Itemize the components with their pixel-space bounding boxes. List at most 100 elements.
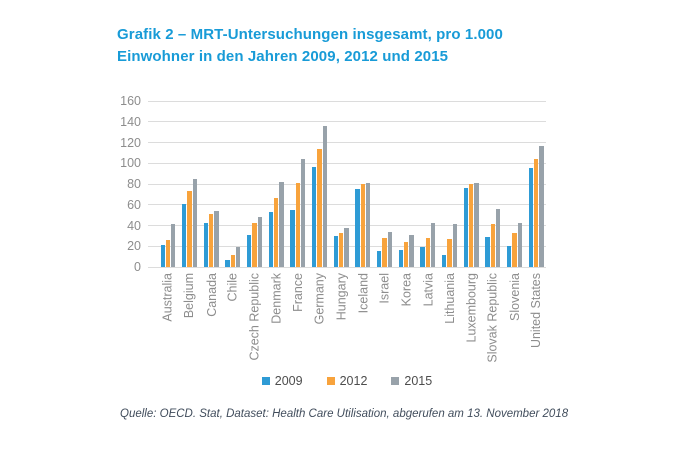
bar-2015-denmark bbox=[279, 181, 284, 267]
y-axis-tick-label-0: 0 bbox=[134, 260, 141, 274]
bar-group-chile bbox=[225, 247, 241, 267]
x-axis-label-czech-republic: Czech Republic bbox=[247, 273, 262, 361]
bar-2012-latvia bbox=[425, 237, 430, 267]
bar-2015-luxembourg bbox=[474, 182, 479, 267]
y-axis-tick-label-40: 40 bbox=[127, 218, 141, 233]
bar-2012-luxembourg bbox=[469, 184, 474, 267]
bar-group-denmark bbox=[268, 181, 284, 267]
bar-2015-lithuania bbox=[452, 224, 457, 267]
x-axis-label-germany: Germany bbox=[312, 273, 327, 325]
bar-2009-korea bbox=[398, 250, 404, 267]
bar-2015-israel bbox=[387, 231, 392, 267]
x-axis-label-luxembourg: Luxembourg bbox=[464, 273, 479, 343]
bar-group-united-states bbox=[528, 145, 544, 267]
bar-2009-united-states bbox=[528, 168, 534, 267]
legend-item-2009: 2009 bbox=[261, 374, 303, 388]
legend-swatch-2012 bbox=[326, 377, 335, 385]
source-note: Quelle: OECD. Stat, Dataset: Health Care… bbox=[120, 408, 569, 420]
bar-group-luxembourg bbox=[463, 182, 479, 267]
bar-group-israel bbox=[377, 231, 392, 267]
bar-2015-korea bbox=[409, 234, 414, 267]
bar-2015-latvia bbox=[431, 223, 436, 267]
gridline-y-160 bbox=[148, 100, 546, 102]
bar-2009-latvia bbox=[420, 247, 425, 267]
y-axis-tick-label-140: 140 bbox=[120, 114, 141, 129]
bar-2015-slovak-republic bbox=[495, 208, 501, 267]
bar-2012-australia bbox=[165, 240, 171, 267]
x-axis-label-chile: Chile bbox=[225, 273, 240, 302]
legend-swatch-2015 bbox=[391, 377, 400, 385]
y-axis-tick-label-20: 20 bbox=[127, 239, 141, 254]
bar-2012-iceland bbox=[360, 184, 366, 267]
gridline-y-140 bbox=[148, 121, 546, 123]
bar-2012-chile bbox=[230, 254, 236, 267]
bar-2015-france bbox=[301, 159, 306, 267]
bar-group-latvia bbox=[420, 223, 436, 267]
bar-2012-israel bbox=[382, 237, 387, 267]
x-axis-label-united-states: United States bbox=[529, 273, 544, 349]
bar-2012-lithuania bbox=[447, 239, 452, 267]
gridline-y-40 bbox=[148, 225, 546, 226]
bar-group-france bbox=[290, 159, 306, 267]
chart-title-line1: Grafik 2 – MRT-Untersuchungen insgesamt,… bbox=[117, 26, 503, 43]
plot-area: 0 20 40 60 80 100 120 140 160 Australia Belgium Can… bbox=[120, 94, 546, 363]
bar-2015-germany bbox=[322, 125, 327, 267]
gridline-y-100 bbox=[148, 162, 546, 164]
y-axis-tick-label-160: 160 bbox=[120, 94, 141, 108]
bar-2009-belgium bbox=[182, 203, 187, 267]
y-axis-tick-label-60: 60 bbox=[127, 197, 141, 212]
bar-group-canada bbox=[203, 210, 219, 267]
bar-2009-israel bbox=[377, 251, 382, 267]
bar-2015-iceland bbox=[366, 182, 371, 267]
x-axis-label-lithuania: Lithuania bbox=[442, 273, 457, 324]
y-axis-tick-label-120: 120 bbox=[120, 135, 141, 150]
y-axis-tick-label-100: 100 bbox=[120, 156, 141, 171]
gridline-y-120 bbox=[148, 142, 546, 143]
x-axis-label-hungary: Hungary bbox=[334, 273, 349, 321]
bar-2015-slovenia bbox=[517, 223, 522, 267]
gridline-y-0 bbox=[148, 266, 546, 268]
legend-label-2009: 2009 bbox=[274, 374, 303, 388]
bar-2009-slovenia bbox=[507, 246, 512, 267]
bar-group-slovak-republic bbox=[485, 208, 501, 267]
legend-label-2015: 2015 bbox=[404, 374, 433, 388]
bar-2012-denmark bbox=[274, 197, 279, 267]
bar-2012-united-states bbox=[534, 159, 539, 267]
bar-2012-slovak-republic bbox=[490, 224, 495, 267]
x-axis-label-denmark: Denmark bbox=[269, 273, 284, 324]
bar-2012-canada bbox=[209, 214, 214, 267]
x-axis-label-iceland: Iceland bbox=[355, 273, 370, 314]
x-axis-label-slovenia: Slovenia bbox=[507, 273, 522, 321]
bar-2015-chile bbox=[236, 247, 241, 267]
bar-2009-canada bbox=[203, 223, 209, 267]
bar-2015-australia bbox=[171, 224, 176, 267]
bar-group-germany bbox=[312, 125, 327, 267]
bar-2012-germany bbox=[317, 148, 322, 267]
bar-2012-korea bbox=[404, 242, 409, 267]
x-axis-label-france: France bbox=[290, 273, 305, 312]
legend-item-2015: 2015 bbox=[391, 374, 432, 388]
legend-item-2012: 2012 bbox=[326, 374, 368, 388]
bar-2015-canada bbox=[214, 210, 219, 267]
chart-legend: 2009 2012 2015 bbox=[148, 374, 546, 388]
bar-2009-france bbox=[290, 209, 295, 267]
x-axis-label-slovak-republic: Slovak Republic bbox=[485, 273, 500, 363]
bar-2009-luxembourg bbox=[463, 188, 469, 267]
bar-2009-iceland bbox=[355, 189, 360, 267]
bar-2015-hungary bbox=[344, 227, 349, 267]
legend-label-2012: 2012 bbox=[339, 374, 368, 388]
bar-2015-belgium bbox=[192, 178, 198, 267]
bar-group-korea bbox=[398, 234, 414, 267]
bar-group-iceland bbox=[355, 182, 371, 267]
legend-swatch-2009 bbox=[261, 377, 270, 385]
x-axis-label-canada: Canada bbox=[204, 273, 219, 317]
bar-group-lithuania bbox=[442, 224, 457, 267]
bar-2015-united-states bbox=[539, 145, 544, 267]
x-axis-label-israel: Israel bbox=[377, 273, 392, 304]
bar-2009-chile bbox=[225, 259, 230, 267]
y-axis-tick-label-80: 80 bbox=[127, 177, 141, 191]
gridline-y-80 bbox=[148, 183, 546, 185]
bar-group-hungary bbox=[333, 227, 349, 267]
chart-title-line2: Einwohner in den Jahren 2009, 2012 und 2… bbox=[117, 48, 449, 65]
